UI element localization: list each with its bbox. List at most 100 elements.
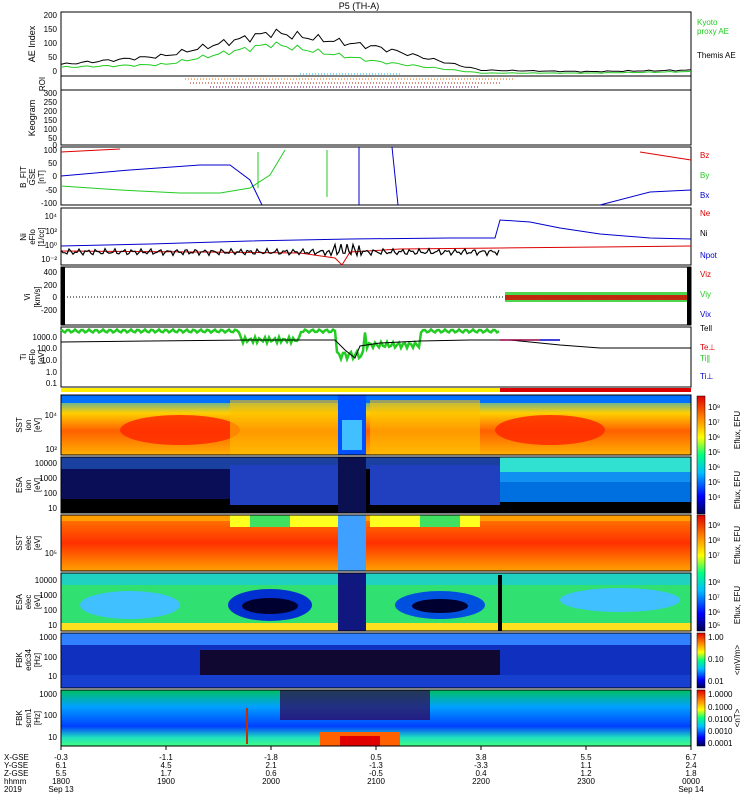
bx-line-end bbox=[599, 189, 692, 206]
svg-text:100.0: 100.0 bbox=[37, 344, 58, 353]
svg-text:X-GSE: X-GSE bbox=[4, 753, 29, 762]
x-tick-label: 2300 bbox=[577, 777, 595, 786]
x-tick-label: -1.1 bbox=[159, 753, 173, 762]
roi-ylabel: ROI bbox=[38, 77, 47, 91]
svg-text:400: 400 bbox=[44, 268, 58, 277]
svg-text:300: 300 bbox=[44, 89, 58, 98]
x-tick-label: 1.7 bbox=[160, 769, 172, 778]
svg-text:10⁴: 10⁴ bbox=[708, 493, 721, 502]
svg-text:50: 50 bbox=[48, 134, 57, 143]
svg-text:10⁶: 10⁶ bbox=[708, 463, 720, 472]
svg-text:10⁷: 10⁷ bbox=[708, 593, 720, 602]
x-tick-label: -3.3 bbox=[474, 761, 488, 770]
ti-black-line bbox=[60, 339, 691, 359]
bfit-panel: B_FIT GSE [nT] 100 50 0 -50 -100 Bz By B… bbox=[19, 146, 709, 208]
x-tick-label: -0.3 bbox=[54, 753, 68, 762]
svg-text:1.0000: 1.0000 bbox=[708, 690, 733, 699]
x-tick-label: 1.8 bbox=[685, 769, 697, 778]
svg-text:0.1: 0.1 bbox=[46, 379, 58, 388]
svg-text:0: 0 bbox=[53, 293, 58, 302]
svg-text:[eV]: [eV] bbox=[33, 595, 42, 609]
sst-ion-panel: SST ion [eV] 10⁴ 10² bbox=[15, 394, 692, 456]
svg-text:10: 10 bbox=[48, 504, 57, 513]
roi-panel: ROI bbox=[38, 73, 692, 91]
colorbar-efu-2: 10⁹ 10⁸ 10⁷ 10⁸ 10⁷ 10⁶ 10⁵ Eflux, EFU E… bbox=[696, 514, 742, 632]
svg-text:0: 0 bbox=[53, 172, 58, 181]
ae-tick: 100 bbox=[44, 39, 58, 48]
kyoto-ae-line bbox=[60, 41, 692, 74]
x-tick-label: Sep 14 bbox=[678, 785, 704, 794]
esa-elec-panel: ESA elec [eV] 10000 1000 100 10 bbox=[15, 572, 692, 632]
svg-text:250: 250 bbox=[44, 98, 58, 107]
svg-text:10000: 10000 bbox=[35, 459, 58, 468]
svg-text:10.0: 10.0 bbox=[41, 356, 57, 365]
svg-text:Eflux, EFU: Eflux, EFU bbox=[733, 586, 742, 624]
by-line bbox=[60, 149, 286, 194]
svg-text:1000: 1000 bbox=[39, 633, 57, 642]
svg-text:Viz: Viz bbox=[700, 270, 711, 279]
svg-text:10000: 10000 bbox=[35, 576, 58, 585]
legend-proxy-ae: proxy AE bbox=[697, 27, 729, 36]
bx-line bbox=[60, 164, 263, 206]
svg-text:0.01: 0.01 bbox=[708, 677, 724, 686]
svg-text:-50: -50 bbox=[45, 186, 57, 195]
svg-text:Ti: Ti bbox=[19, 354, 28, 361]
legend-kyoto: Kyoto bbox=[697, 18, 718, 27]
x-tick-label: 1800 bbox=[52, 777, 70, 786]
svg-text:ion: ion bbox=[24, 420, 33, 431]
vi-red-band bbox=[505, 295, 687, 300]
x-tick-label: -0.5 bbox=[369, 769, 383, 778]
svg-text:edc34: edc34 bbox=[24, 649, 33, 671]
svg-text:[eV]: [eV] bbox=[37, 350, 46, 364]
svg-text:Tell: Tell bbox=[700, 324, 712, 333]
x-tick-label: 2.4 bbox=[685, 761, 697, 770]
svg-text:0: 0 bbox=[53, 141, 58, 150]
svg-text:elec: elec bbox=[24, 536, 33, 551]
colorbar-fbk1: 1.00 0.10 0.01 <mV/m> bbox=[696, 632, 742, 689]
svg-text:10⁶: 10⁶ bbox=[708, 433, 720, 442]
svg-text:0.0001: 0.0001 bbox=[708, 739, 733, 748]
svg-text:200: 200 bbox=[44, 281, 58, 290]
keogram-ylabel: Keogram bbox=[27, 100, 37, 137]
svg-text:10⁴: 10⁴ bbox=[45, 411, 58, 420]
svg-text:ESA: ESA bbox=[15, 593, 24, 610]
svg-text:100: 100 bbox=[44, 711, 58, 720]
svg-text:10⁰: 10⁰ bbox=[45, 241, 57, 250]
colorbar-efu-1: 10⁸ 10⁷ 10⁶ 10⁵ 10⁶ 10⁵ 10⁴ Eflux, EFU E… bbox=[696, 395, 742, 515]
svg-text:0.0010: 0.0010 bbox=[708, 727, 733, 736]
svg-text:FBK: FBK bbox=[15, 710, 24, 726]
x-tick-label: 5.5 bbox=[55, 769, 67, 778]
svg-text:1000: 1000 bbox=[39, 474, 57, 483]
bz-line bbox=[60, 148, 121, 153]
svg-text:200: 200 bbox=[44, 107, 58, 116]
svg-text:[eV]: [eV] bbox=[33, 536, 42, 550]
legend-themis-ae: Themis AE bbox=[697, 51, 736, 60]
ae-panel: AE Index 200 150 100 50 0 Kyoto proxy AE… bbox=[27, 11, 736, 77]
ae-tick: 200 bbox=[44, 11, 58, 20]
svg-text:Eflux, EFU: Eflux, EFU bbox=[733, 411, 742, 449]
x-tick-label: 3.8 bbox=[475, 753, 487, 762]
svg-text:100: 100 bbox=[44, 606, 58, 615]
colorbar-fbk2: 1.0000 0.1000 0.0100 0.0010 0.0001 <nT> bbox=[696, 689, 742, 748]
fbk-edc34-panel: FBK edc34 [Hz] 1000 100 10 bbox=[15, 632, 692, 689]
svg-text:FBK: FBK bbox=[15, 652, 24, 668]
bz-line-end bbox=[639, 151, 692, 161]
x-tick-label: 4.5 bbox=[160, 761, 172, 770]
x-tick-label: 2000 bbox=[262, 777, 280, 786]
ti-green-line bbox=[60, 327, 500, 363]
svg-text:10²: 10² bbox=[45, 227, 57, 236]
ae-tick: 50 bbox=[48, 53, 57, 62]
svg-text:ESA: ESA bbox=[15, 476, 24, 493]
x-tick-label: -1.8 bbox=[264, 753, 278, 762]
svg-text:By: By bbox=[700, 171, 709, 180]
svg-text:[eV]: [eV] bbox=[33, 478, 42, 492]
svg-text:Eflux, EFU: Eflux, EFU bbox=[733, 471, 742, 509]
svg-text:10⁸: 10⁸ bbox=[708, 536, 720, 545]
mode-bar bbox=[61, 388, 691, 392]
svg-text:[km/s]: [km/s] bbox=[33, 286, 42, 307]
svg-text:Ti∥: Ti∥ bbox=[700, 354, 710, 363]
svg-text:-200: -200 bbox=[41, 306, 58, 315]
svg-text:elec: elec bbox=[24, 595, 33, 610]
x-tick-label: 0.6 bbox=[265, 769, 277, 778]
svg-text:100: 100 bbox=[44, 125, 58, 134]
